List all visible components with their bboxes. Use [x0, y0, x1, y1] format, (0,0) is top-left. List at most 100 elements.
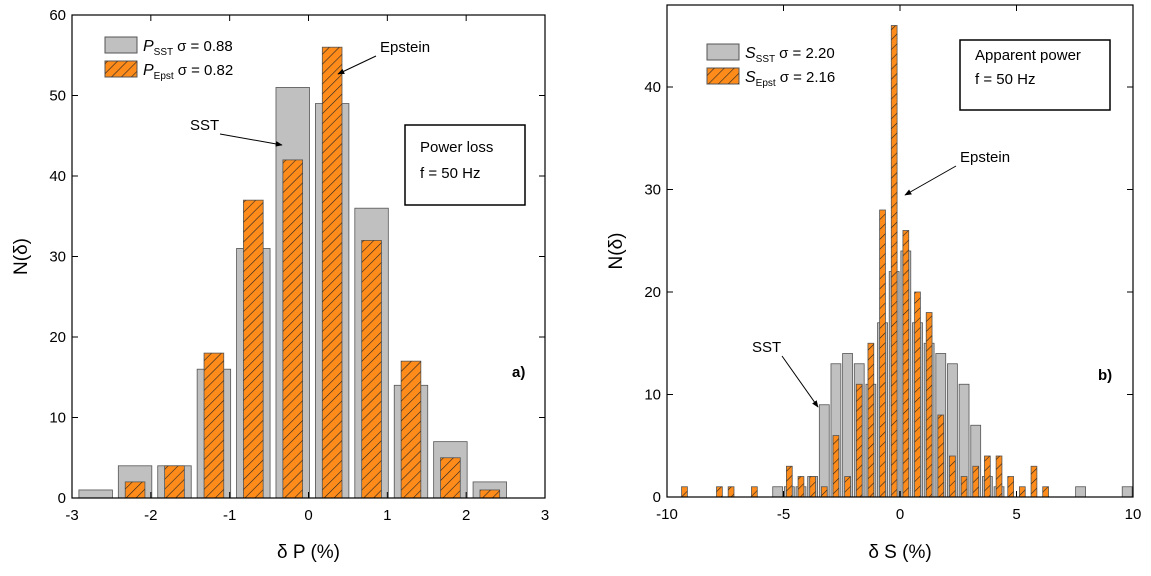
bar-hatch — [401, 361, 421, 498]
x-tick-label: 3 — [541, 507, 549, 524]
x-tick-label: -1 — [223, 507, 236, 524]
bar-hatch — [728, 486, 734, 497]
annotation: Apparent power — [975, 47, 1081, 64]
bar-hatch — [164, 465, 185, 498]
bar-hatch — [879, 210, 886, 497]
annotation: SST — [752, 339, 781, 356]
x-tick-label: 1 — [383, 507, 391, 524]
legend-name: P — [143, 62, 154, 79]
bar-hatch — [937, 415, 944, 497]
y-tick-label: 30 — [644, 182, 661, 199]
bar-hatch — [716, 486, 723, 497]
annotation: a) — [512, 364, 525, 381]
bar-hatch — [833, 435, 839, 497]
bar-hatch — [440, 457, 461, 498]
legend-swatch — [104, 36, 138, 54]
bar — [772, 486, 784, 498]
bar-hatch — [914, 292, 921, 497]
y-axis-label: N(δ) — [606, 233, 627, 270]
annotation-box — [959, 39, 1111, 111]
bar-hatch — [361, 240, 382, 498]
x-axis-label: δ S (%) — [868, 542, 931, 563]
legend-entry: SEpst σ = 2.16 — [745, 69, 835, 89]
legend-subscript: SST — [154, 47, 173, 58]
x-tick-label: 0 — [896, 506, 904, 523]
bar-hatch — [322, 47, 343, 498]
bar — [78, 489, 113, 499]
bar-hatch — [961, 476, 967, 497]
bar-hatch — [1042, 486, 1049, 497]
bar-hatch — [681, 486, 688, 497]
bar-hatch — [926, 312, 933, 497]
bar-hatch — [821, 486, 828, 497]
legend-swatch-hatch — [105, 61, 137, 77]
bar-hatch — [891, 25, 898, 497]
x-tick-label: -3 — [65, 507, 78, 524]
x-tick-label: -10 — [656, 506, 678, 523]
bar-hatch — [856, 384, 863, 497]
bar-hatch — [751, 486, 758, 497]
bar-hatch — [949, 456, 956, 497]
y-tick-label: 60 — [49, 7, 66, 24]
bar-hatch — [1019, 486, 1026, 497]
bar-hatch — [125, 481, 145, 498]
legend-sigma: σ = 0.82 — [178, 62, 234, 79]
bar-hatch — [972, 466, 979, 497]
legend-entry: PEpst σ = 0.82 — [143, 62, 233, 82]
y-tick-label: 40 — [644, 79, 661, 96]
legend-sigma: σ = 2.20 — [779, 45, 835, 62]
x-tick-label: 10 — [1125, 506, 1142, 523]
y-tick-label: 50 — [49, 88, 66, 105]
legend-swatch-hatch — [707, 68, 739, 84]
x-tick-label: 5 — [1012, 506, 1020, 523]
bar-hatch — [479, 489, 500, 498]
bar-hatch — [984, 456, 991, 497]
annotation: SST — [190, 117, 219, 134]
annotation-arrow — [781, 355, 819, 408]
bar — [1121, 486, 1133, 498]
x-tick-label: 0 — [304, 507, 312, 524]
legend-swatch — [706, 43, 740, 61]
y-tick-label: 20 — [49, 329, 66, 346]
annotation-arrow — [337, 55, 377, 75]
bar-hatch — [798, 476, 804, 497]
bar-hatch — [282, 159, 303, 498]
bar-hatch — [809, 476, 816, 497]
x-axis-label: δ P (%) — [277, 542, 340, 563]
bar-hatch — [996, 456, 1002, 497]
y-tick-label: 30 — [49, 249, 66, 266]
y-tick-label: 0 — [58, 490, 66, 507]
bar — [818, 404, 830, 498]
legend-name: S — [745, 45, 756, 62]
bar-hatch — [786, 466, 793, 497]
legend-entry: PSST σ = 0.88 — [143, 38, 233, 58]
annotation-arrow — [219, 133, 283, 147]
y-tick-label: 40 — [49, 168, 66, 185]
y-tick-label: 10 — [644, 387, 661, 404]
annotation-box — [404, 124, 526, 206]
legend-sigma: σ = 2.16 — [780, 69, 836, 86]
annotation: Power loss — [420, 139, 493, 156]
y-tick-label: 20 — [644, 284, 661, 301]
annotation: Epstein — [960, 149, 1010, 166]
bar-hatch — [204, 353, 224, 498]
legend-name: P — [143, 38, 154, 55]
legend-name: S — [745, 69, 756, 86]
legend-subscript: SST — [756, 54, 775, 65]
bar-hatch — [867, 343, 874, 497]
x-tick-label: 2 — [462, 507, 470, 524]
legend-subscript: Epst — [154, 71, 174, 82]
bar-hatch — [1007, 476, 1014, 497]
y-tick-label: 10 — [49, 410, 66, 427]
bar-hatch — [844, 476, 851, 497]
bar — [842, 353, 853, 498]
bar — [1075, 486, 1086, 498]
annotation-arrow — [904, 165, 957, 196]
x-tick-label: -5 — [777, 506, 790, 523]
annotation: f = 50 Hz — [420, 165, 480, 182]
bar-hatch — [902, 230, 909, 497]
annotation: b) — [1098, 367, 1112, 384]
y-tick-label: 0 — [653, 489, 661, 506]
legend-subscript: Epst — [756, 78, 776, 89]
